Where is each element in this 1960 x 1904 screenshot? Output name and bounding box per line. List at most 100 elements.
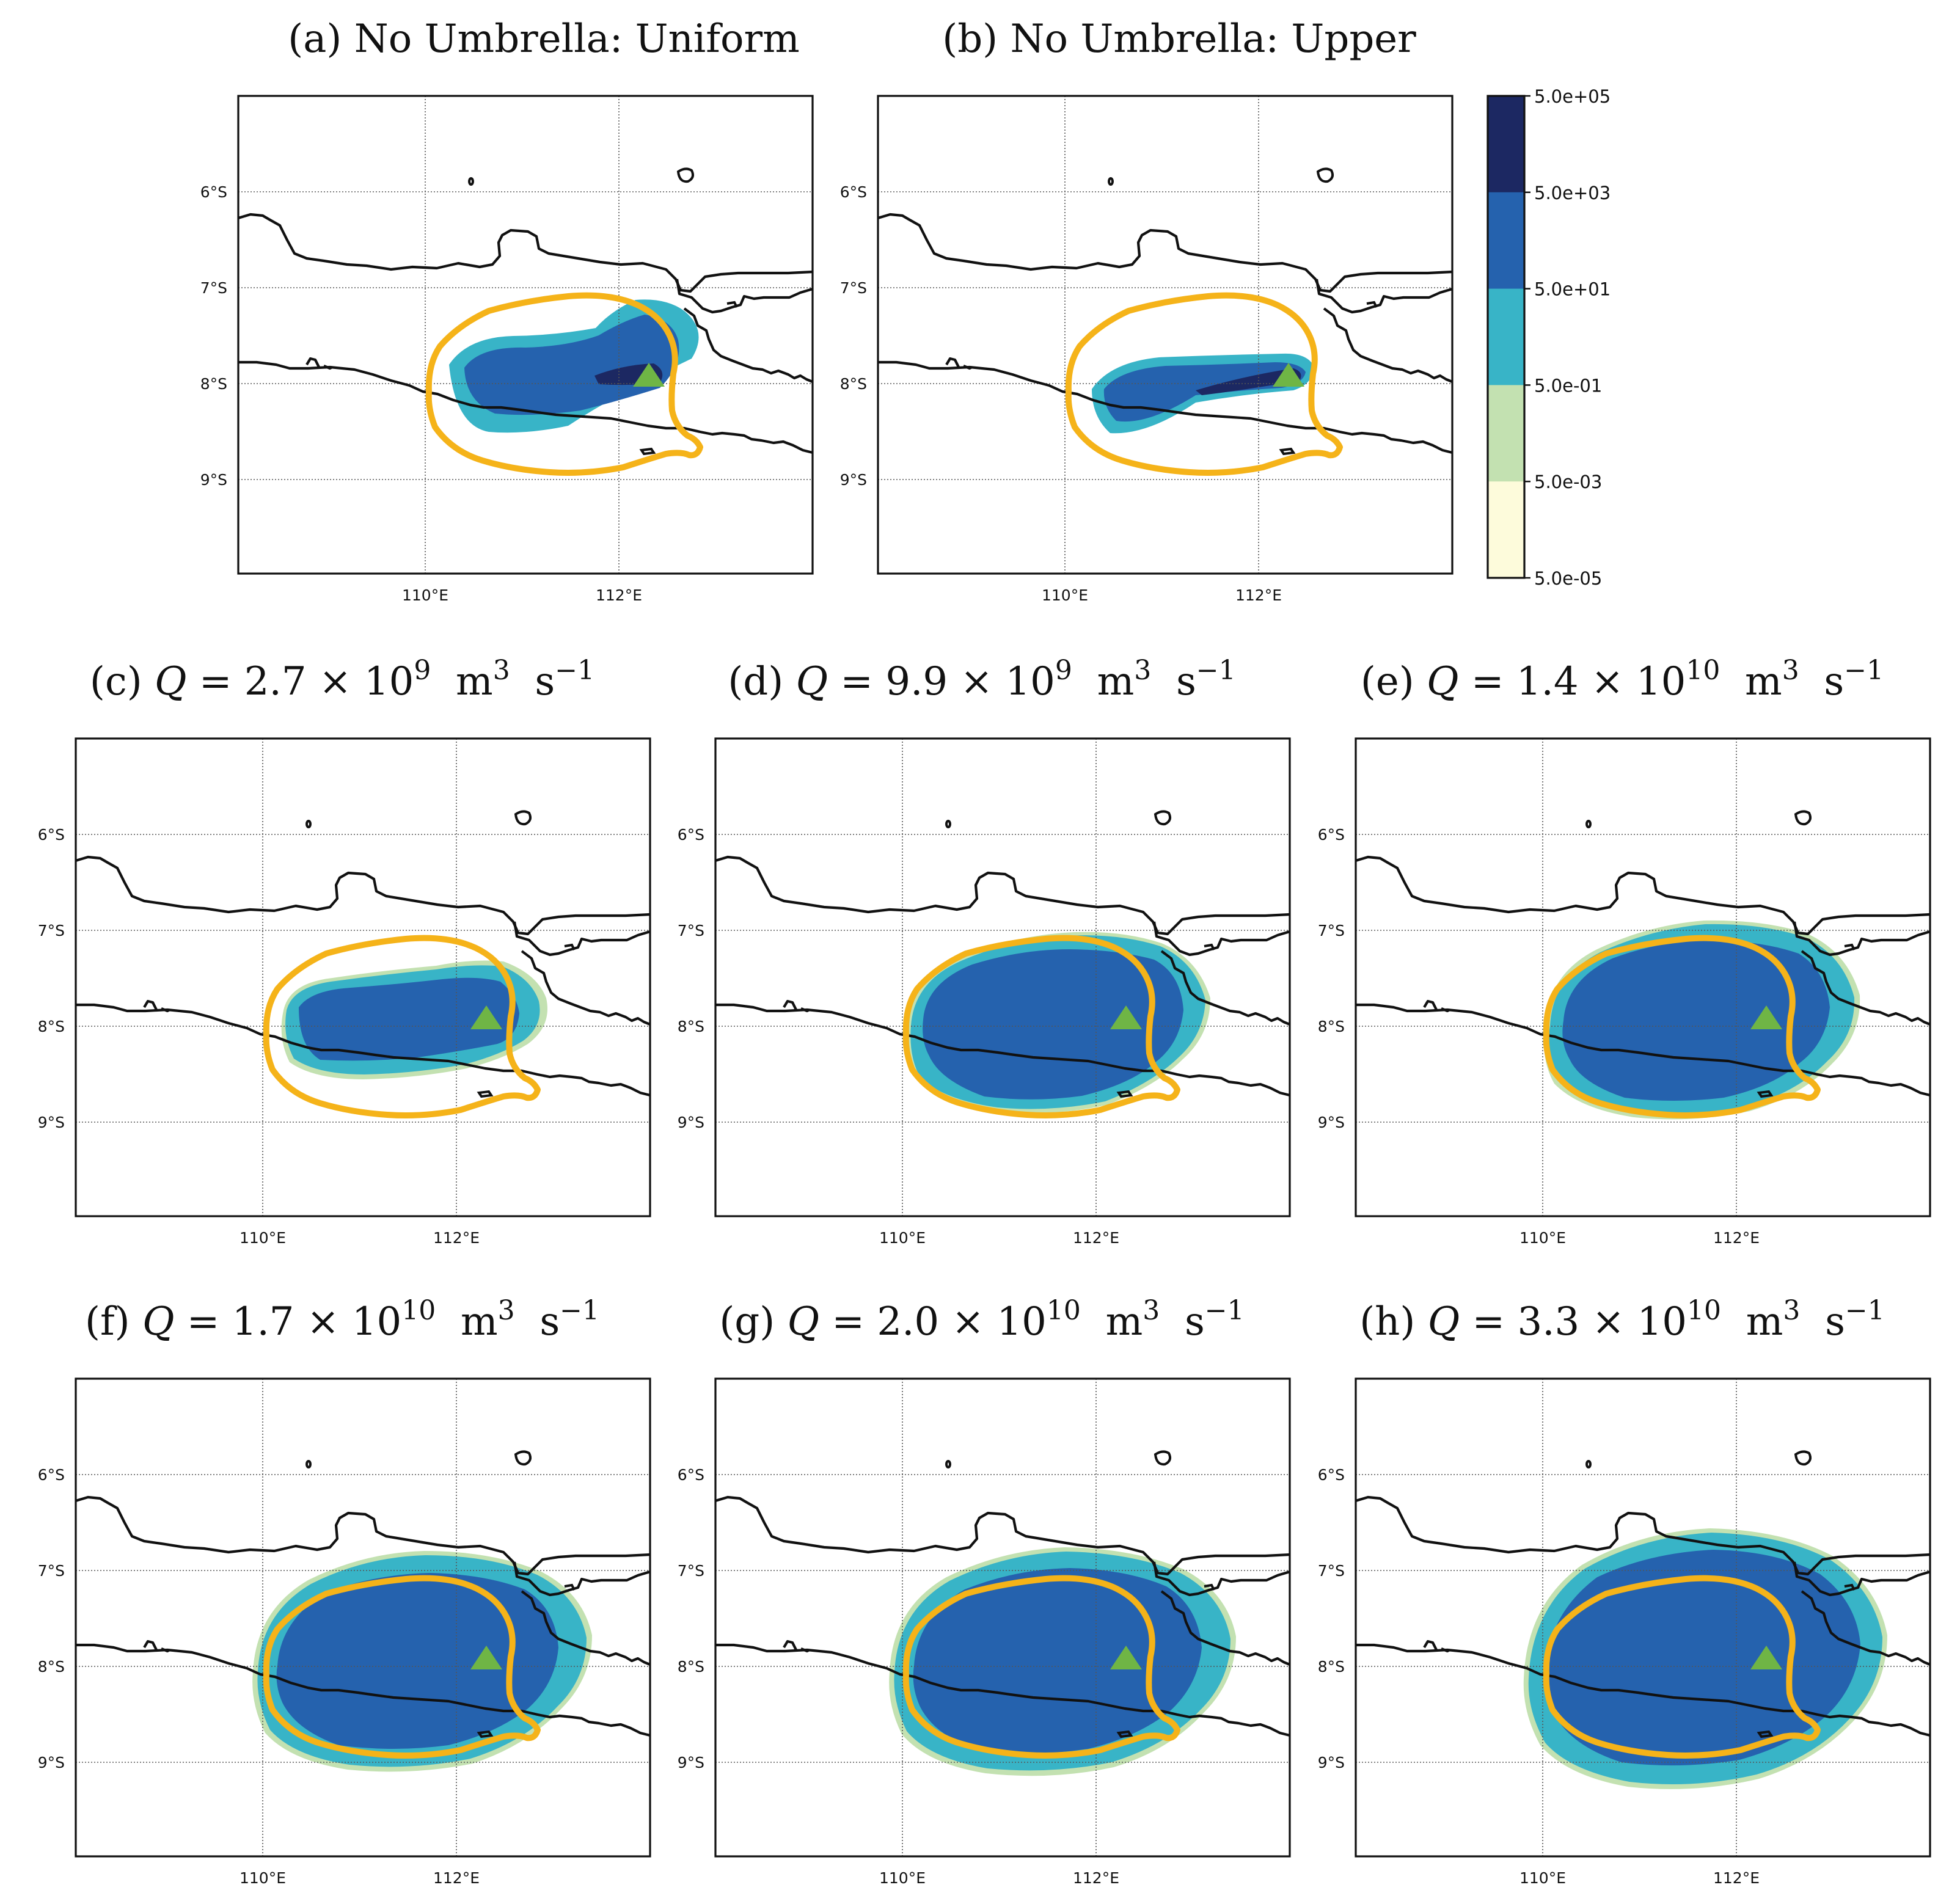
lat-tick-label: 9°S [38, 1754, 65, 1771]
gridlines [1356, 1379, 1930, 1856]
colorbar-tick-label: 5.0e+01 [1534, 279, 1611, 300]
gridlines [1356, 739, 1930, 1216]
colorbar-tick-label: 5.0e-03 [1534, 472, 1602, 492]
panel-title-d: (d) Q = 9.9 × 109 m3 s−1 [728, 655, 1235, 705]
colorbar-tick-label: 5.0e-05 [1534, 568, 1602, 589]
ash-load-50-5000 [276, 1573, 558, 1749]
map-frame [1355, 737, 1931, 1217]
gridlines [238, 96, 813, 574]
lat-tick-label: 6°S [38, 1466, 65, 1484]
lat-tick-label: 9°S [200, 471, 227, 489]
map-frame [237, 95, 814, 575]
lon-tick-label: 110°E [240, 1869, 286, 1887]
lon-tick-label: 110°E [879, 1229, 926, 1247]
colorbar-segment [1488, 96, 1524, 193]
lat-tick-label: 7°S [1318, 1562, 1345, 1580]
ash-load-50-5000 [1562, 940, 1830, 1101]
panel-f: 6°S 7°S 8°S 9°S 110°E 112°E [38, 1377, 651, 1887]
panel-g: 6°S 7°S 8°S 9°S 110°E 112°E [678, 1377, 1291, 1887]
map-frame [877, 95, 1454, 575]
gridlines [715, 739, 1290, 1216]
panel-a-uniform: 6°S 7°S 8°S 9°S 110°E 112°E [200, 95, 814, 604]
lon-tick-label: 112°E [433, 1869, 480, 1887]
coastline [878, 169, 1452, 454]
lat-tick-label: 7°S [1318, 922, 1345, 939]
map-frame [75, 737, 651, 1217]
lat-tick-label: 8°S [38, 1658, 65, 1676]
lon-tick-label: 112°E [1713, 1229, 1760, 1247]
lat-tick-label: 9°S [840, 471, 867, 489]
ash-load-50-5000 [923, 949, 1183, 1100]
lon-tick-label: 112°E [1713, 1869, 1760, 1887]
lat-tick-label: 8°S [678, 1658, 704, 1676]
lon-tick-label: 110°E [1042, 586, 1088, 604]
panel-title-g: (g) Q = 2.0 × 1010 m3 s−1 [719, 1295, 1244, 1345]
map-frame [714, 1377, 1291, 1858]
lat-tick-label: 6°S [1318, 1466, 1345, 1484]
panel-e: 6°S 7°S 8°S 9°S 110°E 112°E [1318, 737, 1931, 1247]
colorbar-segment [1488, 385, 1524, 482]
panel-title-f: (f) Q = 1.7 × 1010 m3 s−1 [85, 1295, 599, 1345]
ash-load-50-5000 [464, 315, 679, 415]
lon-tick-label: 110°E [879, 1869, 926, 1887]
gridlines [76, 1379, 650, 1856]
gridlines [715, 1379, 1290, 1856]
lat-tick-label: 9°S [678, 1754, 704, 1771]
colorbar-frame [1486, 95, 1526, 579]
ash-load-50-5000 [913, 1568, 1202, 1754]
panel-title-a: (a) No Umbrella: Uniform [288, 16, 800, 62]
lat-tick-label: 6°S [678, 1466, 704, 1484]
panel-h: 6°S 7°S 8°S 9°S 110°E 112°E [1318, 1377, 1931, 1887]
lat-tick-label: 7°S [200, 279, 227, 297]
lon-tick-label: 112°E [1235, 586, 1282, 604]
colorbar: 5.0e+05 5.0e+03 5.0e+01 5.0e-01 5.0e-03 5.0e-… [1486, 86, 1611, 589]
lat-tick-label: 7°S [38, 922, 65, 939]
panel-b-upper: 6°S 7°S 8°S 9°S 110°E 112°E [840, 95, 1454, 604]
lat-tick-label: 9°S [1318, 1754, 1345, 1771]
lat-tick-label: 7°S [840, 279, 867, 297]
lat-tick-label: 6°S [840, 183, 867, 201]
lat-tick-label: 8°S [200, 375, 227, 393]
lat-tick-label: 7°S [678, 1562, 704, 1580]
lat-tick-label: 8°S [1318, 1658, 1345, 1676]
colorbar-tick-label: 5.0e+03 [1534, 183, 1611, 203]
panel-title-c: (c) Q = 2.7 × 109 m3 s−1 [90, 655, 594, 705]
gridlines [76, 739, 650, 1216]
lat-tick-label: 8°S [678, 1018, 704, 1035]
colorbar-tick-label: 5.0e-01 [1534, 375, 1602, 396]
lon-tick-label: 112°E [1073, 1869, 1119, 1887]
lat-tick-label: 7°S [38, 1562, 65, 1580]
lat-tick-label: 6°S [678, 826, 704, 844]
lat-tick-label: 6°S [38, 826, 65, 844]
colorbar-segment [1488, 481, 1524, 578]
lat-tick-label: 8°S [38, 1018, 65, 1035]
lat-tick-label: 6°S [1318, 826, 1345, 844]
lat-tick-label: 8°S [1318, 1018, 1345, 1035]
lon-tick-label: 110°E [402, 586, 448, 604]
panel-c: 6°S 7°S 8°S 9°S 110°E 112°E [38, 737, 651, 1247]
coastline [76, 811, 650, 1096]
lon-tick-label: 112°E [433, 1229, 480, 1247]
map-frame [714, 737, 1291, 1217]
lat-tick-label: 8°S [840, 375, 867, 393]
lon-tick-label: 110°E [1519, 1869, 1566, 1887]
map-frame [1355, 1377, 1931, 1858]
lat-tick-label: 6°S [200, 183, 227, 201]
lat-tick-label: 9°S [678, 1114, 704, 1131]
panel-title-h: (h) Q = 3.3 × 1010 m3 s−1 [1359, 1295, 1885, 1345]
colorbar-tick-label: 5.0e+05 [1534, 86, 1611, 107]
ash-load-50-5000 [299, 977, 519, 1061]
lon-tick-label: 112°E [596, 586, 642, 604]
lat-tick-label: 9°S [38, 1114, 65, 1131]
lat-tick-label: 7°S [678, 922, 704, 939]
panel-title-e: (e) Q = 1.4 × 1010 m3 s−1 [1361, 655, 1884, 705]
lon-tick-label: 110°E [1519, 1229, 1566, 1247]
lon-tick-label: 112°E [1073, 1229, 1119, 1247]
map-frame [75, 1377, 651, 1858]
panel-d: 6°S 7°S 8°S 9°S 110°E 112°E [678, 737, 1291, 1247]
lon-tick-label: 110°E [240, 1229, 286, 1247]
coastline [238, 169, 813, 454]
colorbar-segment [1488, 192, 1524, 290]
gridlines [878, 96, 1452, 574]
